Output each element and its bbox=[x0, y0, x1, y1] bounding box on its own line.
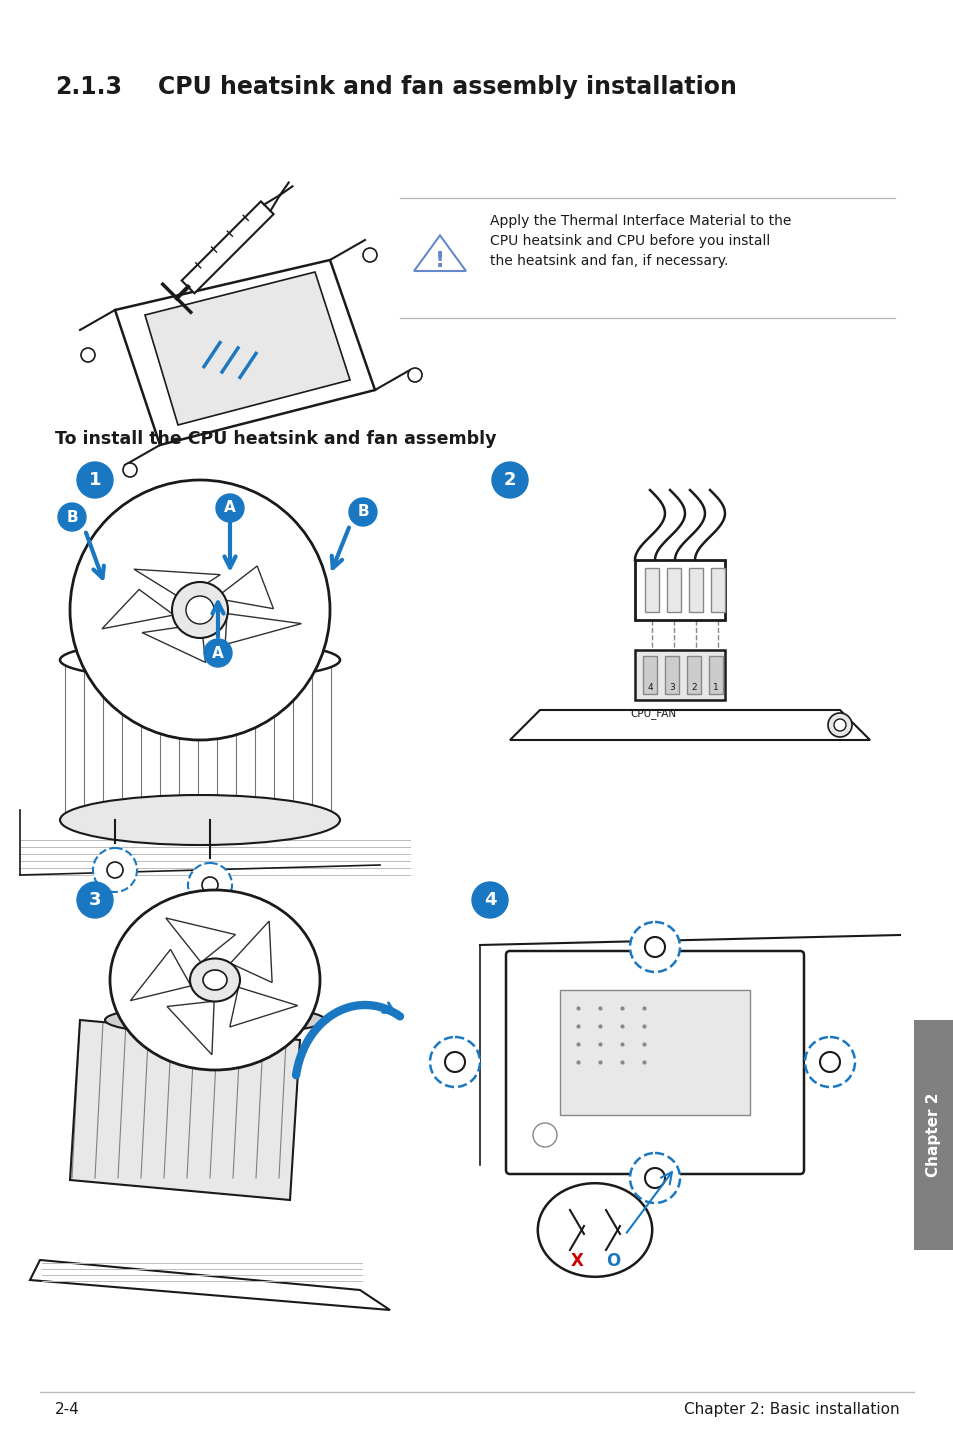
Bar bbox=[686, 656, 700, 695]
Circle shape bbox=[188, 863, 232, 907]
Polygon shape bbox=[133, 569, 220, 600]
Bar bbox=[666, 568, 680, 613]
Text: CPU heatsink and fan assembly installation: CPU heatsink and fan assembly installati… bbox=[158, 75, 736, 99]
Text: X: X bbox=[570, 1252, 583, 1270]
Circle shape bbox=[215, 495, 244, 522]
Text: CPU heatsink and CPU before you install: CPU heatsink and CPU before you install bbox=[490, 234, 769, 247]
Text: 2: 2 bbox=[691, 683, 696, 692]
Bar bbox=[635, 559, 724, 620]
Ellipse shape bbox=[110, 890, 319, 1070]
Circle shape bbox=[58, 503, 86, 531]
Polygon shape bbox=[225, 614, 301, 644]
Polygon shape bbox=[167, 1001, 213, 1054]
Polygon shape bbox=[145, 272, 350, 426]
Circle shape bbox=[444, 1053, 464, 1071]
Text: A: A bbox=[224, 500, 235, 515]
Polygon shape bbox=[414, 236, 465, 270]
Circle shape bbox=[363, 247, 376, 262]
Text: 1: 1 bbox=[713, 683, 719, 692]
Text: 4: 4 bbox=[646, 683, 652, 692]
Ellipse shape bbox=[105, 1005, 325, 1035]
Text: To install the CPU heatsink and fan assembly: To install the CPU heatsink and fan asse… bbox=[55, 430, 496, 449]
Circle shape bbox=[92, 848, 137, 892]
Polygon shape bbox=[102, 590, 173, 628]
Circle shape bbox=[644, 938, 664, 958]
Polygon shape bbox=[215, 567, 274, 608]
Polygon shape bbox=[70, 1020, 299, 1199]
Circle shape bbox=[408, 368, 421, 383]
Polygon shape bbox=[230, 988, 297, 1027]
Circle shape bbox=[107, 861, 123, 879]
Circle shape bbox=[81, 348, 95, 362]
Circle shape bbox=[833, 719, 845, 731]
Text: O: O bbox=[605, 1252, 619, 1270]
Polygon shape bbox=[166, 917, 235, 962]
Polygon shape bbox=[115, 260, 375, 444]
Bar bbox=[642, 656, 657, 695]
Polygon shape bbox=[30, 1260, 390, 1310]
Text: 2-4: 2-4 bbox=[55, 1402, 80, 1416]
Circle shape bbox=[827, 713, 851, 738]
Text: 4: 4 bbox=[483, 892, 496, 909]
Text: Chapter 2: Basic installation: Chapter 2: Basic installation bbox=[683, 1402, 899, 1416]
Circle shape bbox=[629, 1153, 679, 1204]
Polygon shape bbox=[231, 922, 272, 982]
Circle shape bbox=[804, 1037, 854, 1087]
Text: the heatsink and fan, if necessary.: the heatsink and fan, if necessary. bbox=[490, 255, 727, 267]
Text: !: ! bbox=[435, 252, 445, 270]
Circle shape bbox=[430, 1037, 479, 1087]
Bar bbox=[664, 656, 679, 695]
Circle shape bbox=[77, 881, 112, 917]
Text: Chapter 2: Chapter 2 bbox=[925, 1093, 941, 1178]
Circle shape bbox=[70, 480, 330, 741]
Circle shape bbox=[820, 1053, 840, 1071]
Bar bbox=[559, 989, 749, 1114]
Ellipse shape bbox=[60, 640, 339, 680]
Circle shape bbox=[204, 638, 232, 667]
Circle shape bbox=[349, 498, 376, 526]
Circle shape bbox=[629, 922, 679, 972]
Circle shape bbox=[172, 582, 228, 638]
Polygon shape bbox=[181, 201, 274, 293]
Circle shape bbox=[202, 877, 218, 893]
Circle shape bbox=[123, 463, 137, 477]
Text: 2.1.3: 2.1.3 bbox=[55, 75, 122, 99]
Polygon shape bbox=[142, 624, 205, 663]
Bar bbox=[710, 568, 724, 613]
Text: 2: 2 bbox=[503, 472, 516, 489]
Text: 3: 3 bbox=[89, 892, 101, 909]
Text: A: A bbox=[212, 646, 224, 660]
Circle shape bbox=[492, 462, 527, 498]
Bar bbox=[644, 568, 659, 613]
Text: B: B bbox=[356, 505, 369, 519]
FancyBboxPatch shape bbox=[505, 951, 803, 1173]
Ellipse shape bbox=[203, 971, 227, 989]
Polygon shape bbox=[510, 710, 869, 741]
Polygon shape bbox=[131, 949, 191, 1001]
Text: Apply the Thermal Interface Material to the: Apply the Thermal Interface Material to … bbox=[490, 214, 791, 229]
Ellipse shape bbox=[190, 959, 240, 1001]
Text: B: B bbox=[66, 509, 78, 525]
Ellipse shape bbox=[537, 1183, 652, 1277]
Circle shape bbox=[77, 462, 112, 498]
Circle shape bbox=[186, 595, 213, 624]
Ellipse shape bbox=[60, 795, 339, 846]
Text: 1: 1 bbox=[89, 472, 101, 489]
Bar bbox=[635, 650, 724, 700]
Bar bbox=[913, 1020, 953, 1250]
Bar bbox=[708, 656, 722, 695]
Text: CPU_FAN: CPU_FAN bbox=[629, 707, 676, 719]
Circle shape bbox=[644, 1168, 664, 1188]
Bar bbox=[688, 568, 702, 613]
Circle shape bbox=[472, 881, 507, 917]
Text: 3: 3 bbox=[668, 683, 674, 692]
Circle shape bbox=[533, 1123, 557, 1148]
